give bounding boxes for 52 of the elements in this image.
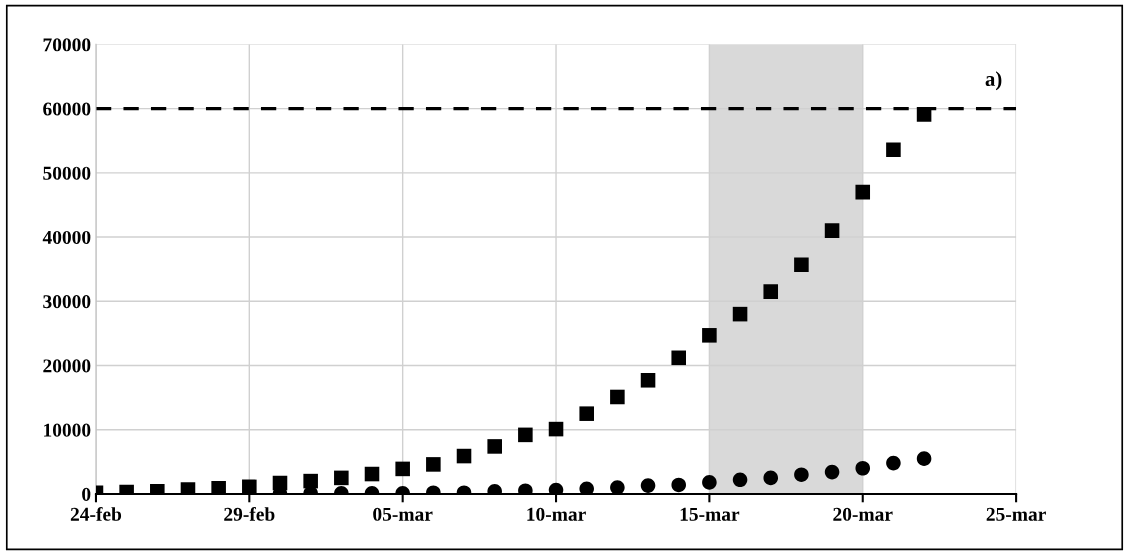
point <box>518 427 533 443</box>
point <box>242 479 257 494</box>
x-tick-label: 25-mar <box>986 507 1046 521</box>
point <box>334 470 349 486</box>
point <box>763 284 779 299</box>
point <box>548 421 564 437</box>
point <box>794 467 809 482</box>
x-tick-label: 10-mar <box>527 507 586 521</box>
y-tick-label: 30000 <box>43 295 91 309</box>
x-tick-label: 29-feb <box>224 506 275 521</box>
point <box>610 480 625 494</box>
point <box>916 107 932 122</box>
point <box>824 223 840 238</box>
y-tick-label: 0 <box>82 487 91 501</box>
point <box>303 473 318 489</box>
point <box>640 478 656 493</box>
y-tick-label: 50000 <box>43 166 91 180</box>
point <box>824 464 840 480</box>
point <box>794 257 809 272</box>
point <box>886 455 901 471</box>
point <box>395 461 410 477</box>
point <box>640 372 656 388</box>
point <box>364 466 380 482</box>
point <box>487 439 502 454</box>
y-tick-label: 70000 <box>43 38 91 52</box>
point <box>763 470 779 486</box>
point <box>916 451 932 466</box>
point <box>732 472 748 488</box>
point <box>702 475 717 490</box>
point <box>886 142 901 158</box>
point <box>732 306 748 322</box>
point <box>579 481 594 494</box>
point <box>671 477 686 493</box>
point <box>671 350 686 366</box>
y-tick-label: 40000 <box>42 230 91 244</box>
y-tick-label: 20000 <box>43 359 91 373</box>
point <box>211 480 226 494</box>
point <box>855 184 871 200</box>
point <box>426 457 441 472</box>
x-tick-label: 15-mar <box>680 507 740 521</box>
x-tick-label: 24-feb <box>70 506 122 521</box>
point <box>456 448 472 464</box>
point <box>855 460 871 476</box>
point <box>180 482 196 494</box>
x-tick-label: 20-mar <box>833 507 893 521</box>
x-tick-label: 05-mar <box>373 507 433 521</box>
point <box>610 389 625 405</box>
point <box>579 406 594 421</box>
y-tick-label: 10000 <box>44 423 91 437</box>
y-tick-label: 60000 <box>43 102 91 116</box>
point <box>702 328 717 343</box>
annotation: a) <box>985 71 1002 91</box>
